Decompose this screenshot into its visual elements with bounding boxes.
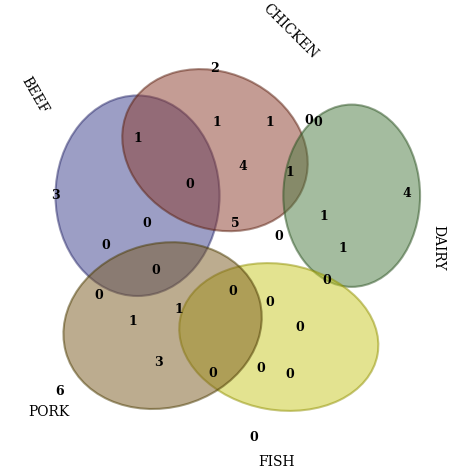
Text: 1: 1 (338, 242, 347, 255)
Text: 1: 1 (129, 315, 138, 327)
Text: 0: 0 (249, 431, 258, 444)
Text: DAIRY: DAIRY (431, 225, 445, 271)
Text: 0: 0 (151, 265, 160, 278)
Text: 0: 0 (295, 321, 304, 334)
Text: 0: 0 (275, 230, 283, 243)
Text: 0: 0 (322, 274, 331, 287)
Ellipse shape (64, 242, 262, 409)
Text: 1: 1 (320, 210, 329, 223)
Text: 0: 0 (265, 297, 274, 309)
Text: 4: 4 (238, 159, 247, 173)
Text: 5: 5 (231, 217, 240, 229)
Text: 0: 0 (101, 239, 110, 252)
Text: 0: 0 (313, 116, 322, 129)
Text: 1: 1 (286, 167, 294, 179)
Text: 2: 2 (211, 61, 219, 75)
Text: 0: 0 (94, 289, 103, 302)
Ellipse shape (122, 69, 308, 231)
Text: 1: 1 (174, 303, 183, 316)
Text: 3: 3 (51, 189, 60, 202)
Text: 0: 0 (208, 367, 217, 380)
Text: PORK: PORK (28, 405, 69, 419)
Ellipse shape (179, 263, 378, 411)
Text: 1: 1 (265, 116, 274, 129)
Text: 0: 0 (186, 178, 195, 191)
Text: 1: 1 (213, 116, 222, 129)
Text: 6: 6 (56, 385, 65, 398)
Text: 4: 4 (402, 187, 411, 200)
Text: 0: 0 (229, 285, 237, 298)
Text: CHICKEN: CHICKEN (260, 1, 320, 62)
Text: 1: 1 (133, 132, 142, 145)
Text: BEEF: BEEF (19, 75, 51, 116)
Ellipse shape (284, 105, 420, 287)
Ellipse shape (56, 96, 219, 296)
Text: 0: 0 (285, 368, 293, 381)
Text: 3: 3 (154, 356, 162, 368)
Text: 0: 0 (142, 217, 151, 229)
Text: 0: 0 (256, 362, 265, 376)
Text: FISH: FISH (258, 456, 295, 469)
Text: 0: 0 (304, 114, 313, 127)
